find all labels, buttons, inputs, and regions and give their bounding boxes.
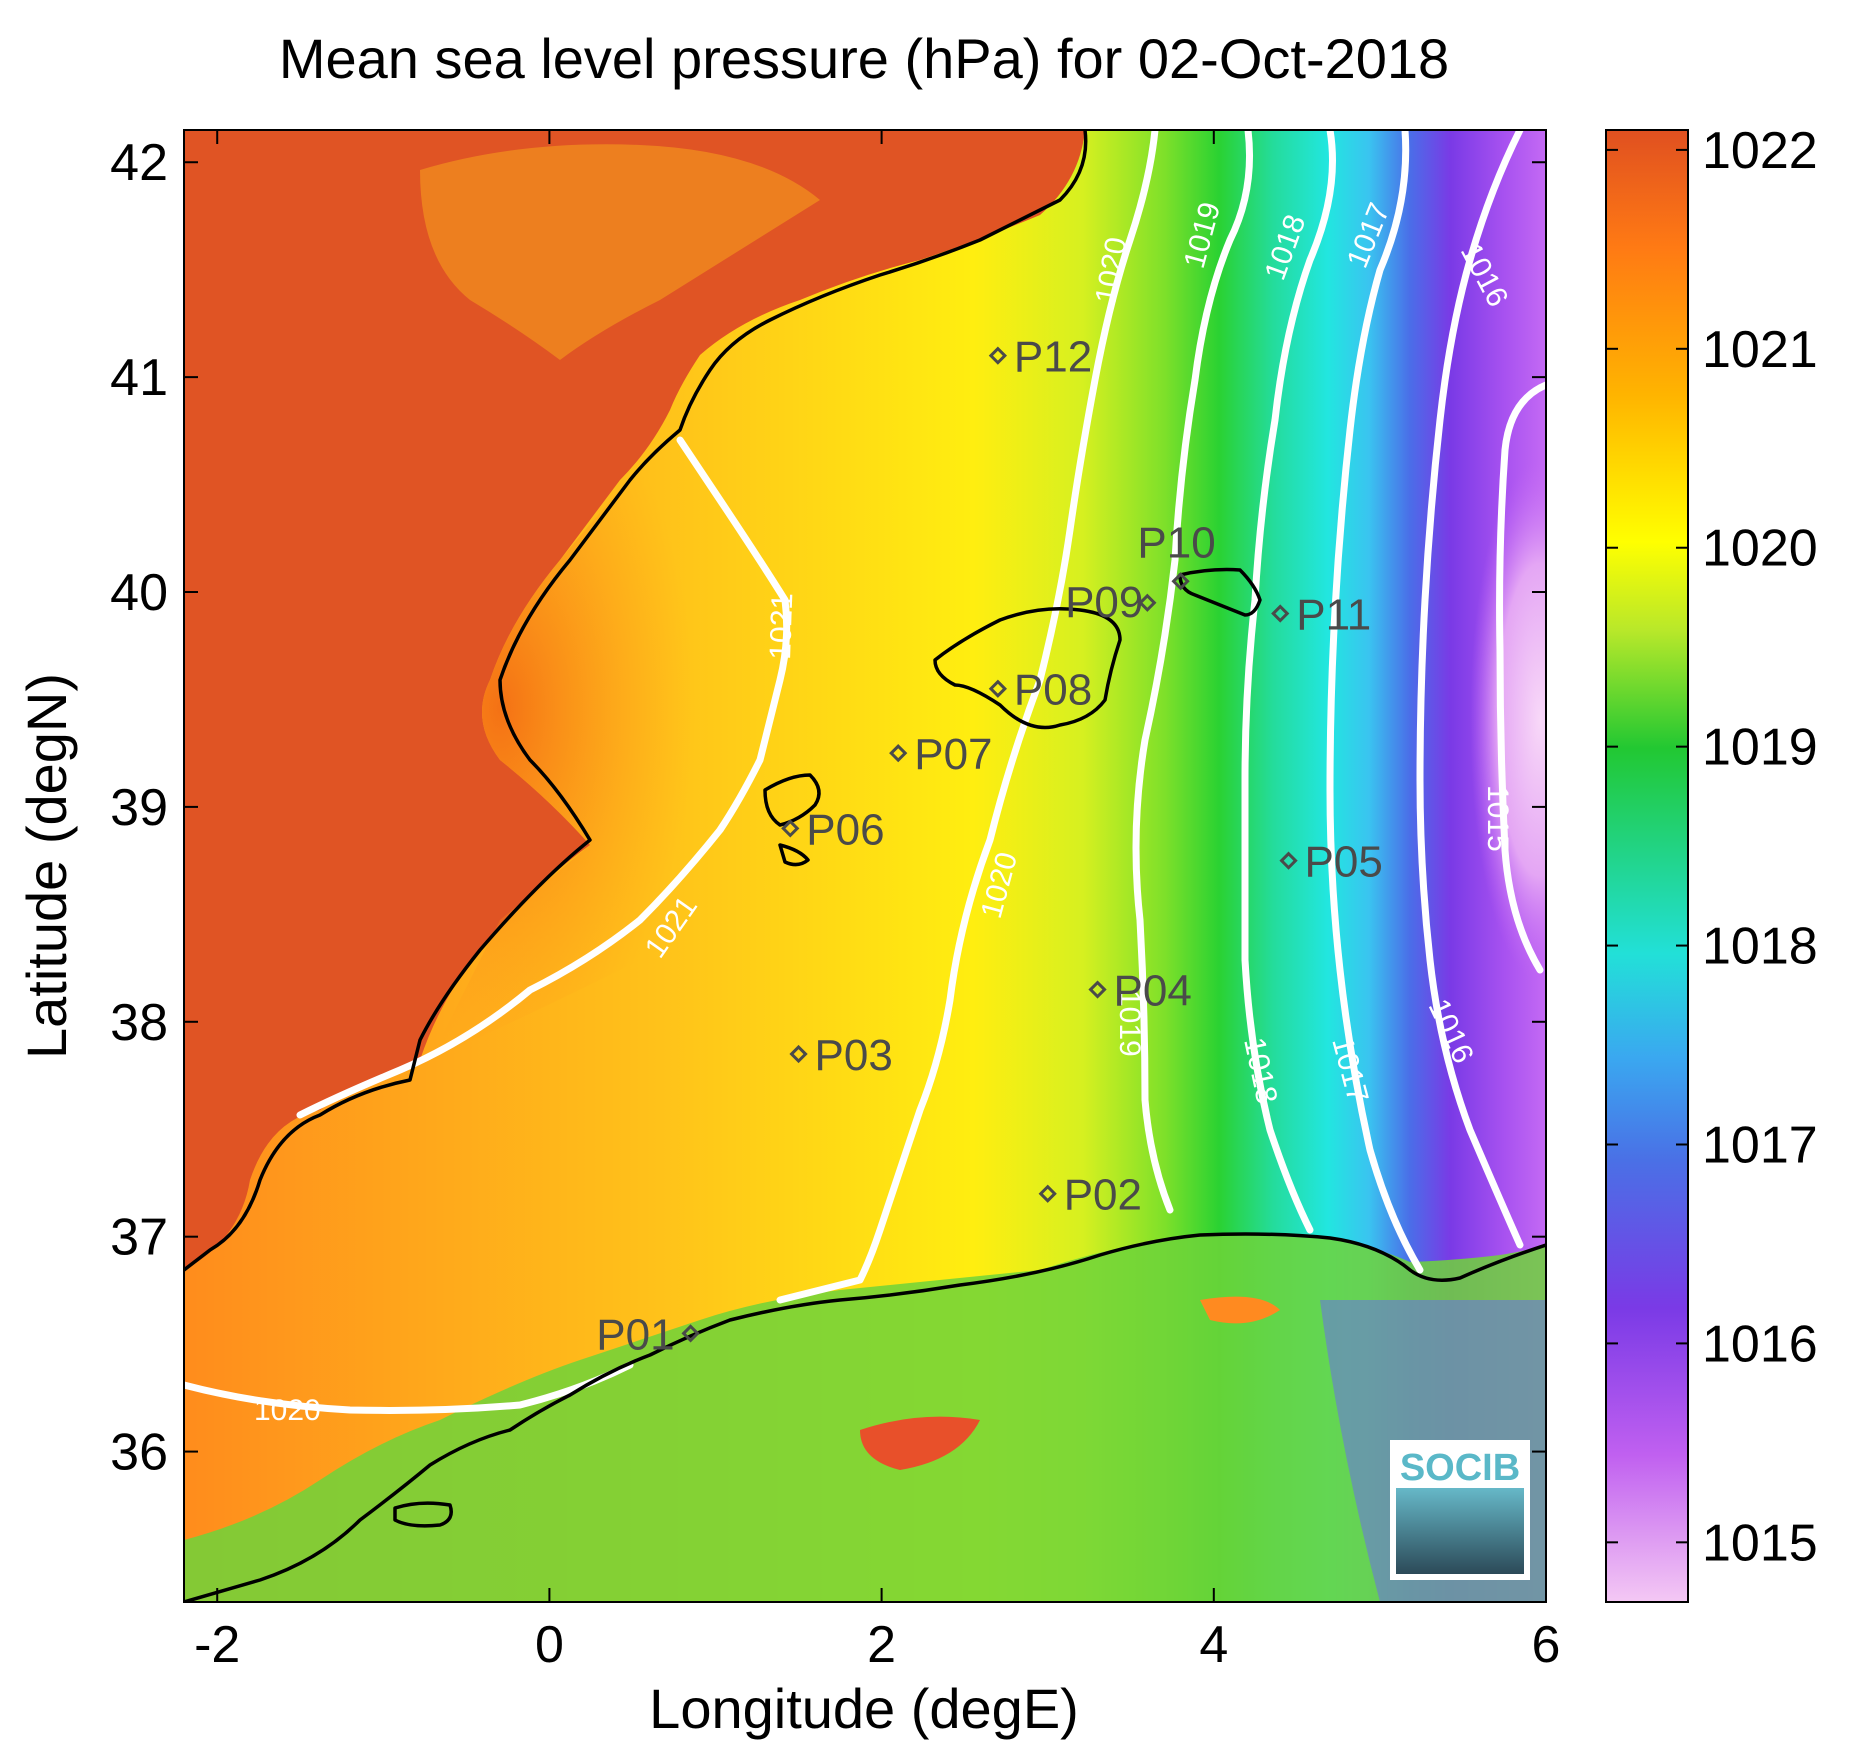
y-tick-label: 42 xyxy=(110,134,168,192)
colorbar-ticks: 1015 1016 1017 1018 1019 1020 1021 1022 xyxy=(1606,122,1818,1572)
station-label: P03 xyxy=(815,1031,893,1080)
contour-1018 xyxy=(1241,130,1336,1234)
land-texture xyxy=(420,144,820,360)
station-marker xyxy=(681,1324,700,1343)
colorbar-tick-label: 1018 xyxy=(1702,918,1818,976)
map-area xyxy=(184,130,1546,1602)
island-mallorca xyxy=(933,607,1122,730)
station-label: P01 xyxy=(596,1310,674,1359)
contour-label: 1021 xyxy=(764,592,799,660)
y-tick-label: 36 xyxy=(110,1424,168,1482)
low-pressure-center xyxy=(1470,460,1546,980)
y-tick-label: 40 xyxy=(110,564,168,622)
plot-frame xyxy=(183,129,1547,1603)
colorbar-tick-label: 1019 xyxy=(1702,719,1818,777)
logo-text: SOCIB xyxy=(1400,1447,1520,1489)
y-tick-label: 41 xyxy=(110,349,168,407)
contour-1020-south xyxy=(184,1361,634,1414)
station-marker xyxy=(988,679,1008,698)
coastline-iberia xyxy=(184,130,1088,1272)
map-title: Mean sea level pressure (hPa) for 02-Oct… xyxy=(279,27,1449,90)
x-tick-label: 6 xyxy=(1532,1616,1561,1674)
station-label: P04 xyxy=(1114,967,1192,1016)
station-label: P02 xyxy=(1064,1171,1142,1220)
land-high-pressure xyxy=(184,130,1085,1270)
x-tick-label: -2 xyxy=(194,1616,240,1674)
x-tick-label: 0 xyxy=(535,1616,564,1674)
contour-label: 1019 xyxy=(1113,990,1146,1057)
contour-label: 1015 xyxy=(1481,785,1514,852)
africa-hotspot xyxy=(860,1416,980,1470)
y-axis-ticks: 36 37 38 39 40 41 42 xyxy=(110,134,1546,1482)
station-label: P12 xyxy=(1014,333,1092,382)
africa-hotspot-2 xyxy=(1200,1296,1280,1324)
western-sea-high xyxy=(430,420,784,1060)
station-marker xyxy=(1271,604,1290,623)
colorbar-bar xyxy=(1605,129,1689,1603)
station-label: P09 xyxy=(1065,578,1143,627)
y-tick-label: 39 xyxy=(110,779,168,837)
contour-1021 xyxy=(296,436,791,1119)
x-tick-label: 2 xyxy=(867,1616,896,1674)
colorbar-tick-label: 1016 xyxy=(1702,1315,1818,1373)
coastline-africa xyxy=(184,1232,1546,1602)
colorbar-tick-label: 1015 xyxy=(1702,1514,1818,1572)
contour-1020-east xyxy=(776,130,1159,1304)
colorbar-tick-label: 1022 xyxy=(1702,122,1818,180)
island-menorca xyxy=(1178,567,1262,617)
island-ibiza xyxy=(763,773,821,827)
y-tick-label: 38 xyxy=(110,994,168,1052)
colorbar-tick-label: 1017 xyxy=(1702,1116,1818,1174)
station-marker xyxy=(1088,980,1107,999)
contour-1016 xyxy=(1416,130,1524,1249)
y-tick-label: 37 xyxy=(110,1209,168,1267)
x-tick-label: 4 xyxy=(1199,1616,1228,1674)
station-marker xyxy=(988,346,1008,365)
station-label: P05 xyxy=(1305,838,1383,887)
station-label: P10 xyxy=(1137,518,1215,567)
station-label: P06 xyxy=(806,805,884,854)
station-marker xyxy=(789,1044,808,1064)
y-axis-label: Latitude (degN) xyxy=(15,673,78,1059)
colorbar: 1015 1016 1017 1018 1019 1020 1021 1022 xyxy=(1605,122,1818,1603)
contour-label: 1020 xyxy=(254,1394,321,1427)
island-formentera xyxy=(778,843,810,867)
station-marker xyxy=(1038,1184,1057,1203)
colorbar-tick-label: 1020 xyxy=(1702,520,1818,578)
contour-1019 xyxy=(1132,130,1253,1214)
station-markers: P01 P02 P03 P04 P05 P06 P07 P08 P09 P10 P11 P12 xyxy=(596,333,1383,1360)
station-label: P07 xyxy=(914,730,992,779)
station-marker xyxy=(1138,593,1157,612)
station-label: P11 xyxy=(1296,591,1371,640)
x-axis-label: Longitude (degE) xyxy=(649,1677,1079,1740)
island-alboran xyxy=(393,1501,453,1528)
socib-logo: SOCIB xyxy=(1390,1440,1530,1580)
station-marker xyxy=(889,744,908,763)
north-africa-land xyxy=(184,1233,1546,1602)
station-marker xyxy=(781,819,800,838)
contour-1015 xyxy=(1496,381,1546,974)
station-marker xyxy=(1279,851,1298,870)
colorbar-tick-label: 1021 xyxy=(1702,321,1818,379)
logo-image xyxy=(1396,1488,1524,1574)
station-label: P08 xyxy=(1014,666,1092,715)
x-axis-ticks: -2 0 2 4 6 xyxy=(194,130,1560,1674)
station-marker xyxy=(1171,572,1190,591)
contour-1017 xyxy=(1326,130,1424,1274)
